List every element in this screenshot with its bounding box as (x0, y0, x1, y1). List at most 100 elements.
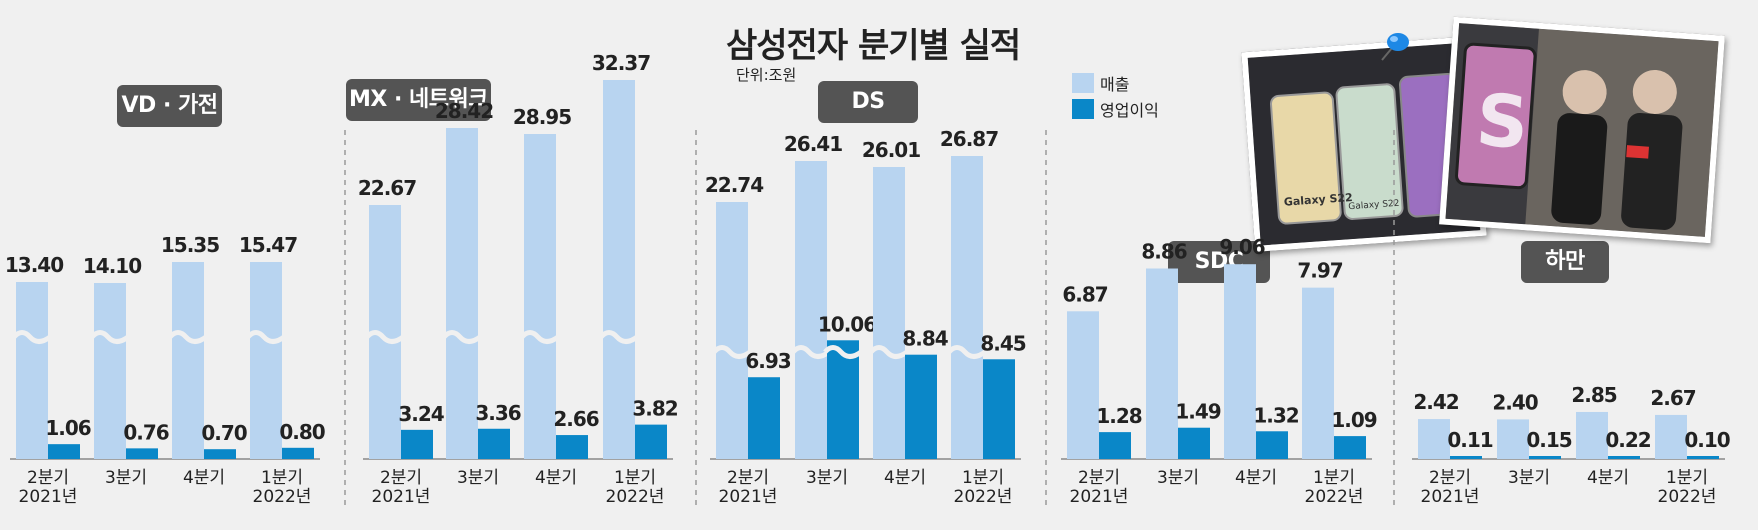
category-label: 4분기 (535, 468, 577, 488)
revenue-bar (1302, 287, 1334, 459)
legend-item-revenue: 매출 (1072, 70, 1159, 96)
pushpin-icon (1381, 33, 1409, 61)
unit-label: 단위:조원 (736, 66, 797, 84)
profit-value-label: 2.66 (553, 407, 598, 431)
profit-value-label: 0.11 (1447, 428, 1492, 452)
profit-bar (48, 444, 80, 459)
category-label: 2022년 (1305, 487, 1364, 507)
axis-break-mark (90, 330, 130, 344)
product-photo-right: S (1439, 16, 1725, 244)
revenue-bar (873, 167, 905, 459)
profit-bar (1256, 431, 1288, 459)
revenue-value-label: 7.97 (1297, 259, 1342, 283)
store-display-illustration: S (1445, 23, 1719, 237)
revenue-bar (369, 205, 401, 459)
revenue-value-label: 32.37 (592, 51, 650, 75)
profit-bar (126, 448, 158, 459)
category-label: 2분기 (380, 468, 422, 488)
axis-break-mark (520, 330, 560, 344)
revenue-bar (951, 156, 983, 459)
profit-bar (401, 429, 433, 459)
revenue-bar (1224, 264, 1256, 459)
category-label: 2021년 (1070, 487, 1129, 507)
revenue-value-label: 6.87 (1062, 282, 1107, 306)
category-label: 3분기 (105, 468, 147, 488)
profit-bar (1099, 432, 1131, 459)
axis-break-mark (168, 330, 208, 344)
legend: 매출 영업이익 (1072, 70, 1159, 122)
revenue-bar (1576, 411, 1608, 459)
segment-label-sdc: SDC (1168, 241, 1270, 283)
profit-bar (983, 359, 1015, 459)
profit-value-label: 3.36 (475, 401, 520, 425)
category-label: 2022년 (253, 487, 312, 507)
category-label: 1분기 (614, 468, 656, 488)
profit-value-label: 1.49 (1175, 400, 1220, 424)
category-label: 2021년 (19, 487, 78, 507)
legend-swatch-revenue (1072, 73, 1094, 93)
revenue-value-label: 15.47 (239, 233, 297, 257)
profit-value-label: 0.10 (1684, 428, 1729, 452)
segment-label-ds: DS (818, 81, 918, 123)
category-label: 3분기 (1508, 468, 1550, 488)
profit-value-label: 10.06 (818, 312, 876, 336)
phone-s-logo: S (1474, 78, 1532, 165)
profit-bar (478, 428, 510, 459)
profit-bar (748, 377, 780, 459)
axis-break-mark (712, 345, 752, 359)
category-label: 1분기 (962, 468, 1004, 488)
profit-value-label: 0.76 (123, 420, 168, 444)
profit-value-label: 6.93 (745, 349, 790, 373)
revenue-value-label: 26.87 (940, 127, 998, 151)
category-label: 2분기 (1078, 468, 1120, 488)
legend-label-revenue: 매출 (1100, 75, 1130, 94)
axis-break-mark (442, 330, 482, 344)
profit-bar (827, 340, 859, 459)
revenue-bar (1655, 414, 1687, 459)
revenue-bar (446, 128, 478, 459)
revenue-value-label: 26.41 (784, 132, 842, 156)
revenue-bar (94, 283, 126, 459)
category-label: 4분기 (183, 468, 225, 488)
revenue-value-label: 2.67 (1650, 386, 1695, 410)
profit-bar (1334, 436, 1366, 459)
segment-label-vd: VD · 가전 (117, 85, 222, 127)
profit-value-label: 1.09 (1331, 408, 1376, 432)
revenue-value-label: 26.01 (862, 138, 920, 162)
revenue-bar (1146, 268, 1178, 459)
category-label: 1분기 (1313, 468, 1355, 488)
profit-value-label: 0.15 (1526, 428, 1571, 452)
profit-bar (905, 354, 937, 459)
category-label: 3분기 (806, 468, 848, 488)
category-label: 4분기 (1235, 468, 1277, 488)
segment-label-mx: MX · 네트워크 (346, 79, 491, 121)
axis-break-mark (791, 345, 831, 359)
revenue-value-label: 2.40 (1492, 390, 1537, 414)
category-label: 3분기 (457, 468, 499, 488)
profit-value-label: 1.32 (1253, 403, 1298, 427)
category-label: 1분기 (1666, 468, 1708, 488)
revenue-value-label: 13.40 (5, 253, 63, 277)
category-label: 3분기 (1157, 468, 1199, 488)
phone-display-illustration: Galaxy S22 Galaxy S22 (1247, 42, 1481, 246)
phone-label-2: Galaxy S22 (1348, 199, 1400, 213)
profit-value-label: 1.28 (1096, 404, 1141, 428)
revenue-value-label: 22.74 (705, 173, 763, 197)
profit-bar (1687, 456, 1719, 459)
revenue-bar (250, 262, 282, 459)
category-label: 4분기 (1587, 468, 1629, 488)
revenue-bar (1497, 419, 1529, 459)
category-label: 2022년 (1658, 487, 1717, 507)
axis-break-mark (823, 345, 863, 359)
profit-bar (1450, 456, 1482, 459)
axis-break-mark (246, 330, 286, 344)
profit-value-label: 8.45 (980, 331, 1025, 355)
axis-break-mark (869, 345, 909, 359)
profit-bar (1608, 456, 1640, 459)
revenue-bar (1418, 419, 1450, 459)
legend-label-profit: 영업이익 (1100, 101, 1159, 120)
revenue-value-label: 28.95 (513, 105, 571, 129)
revenue-bar (795, 161, 827, 459)
profit-value-label: 3.82 (632, 397, 677, 421)
axis-break-mark (947, 345, 987, 359)
